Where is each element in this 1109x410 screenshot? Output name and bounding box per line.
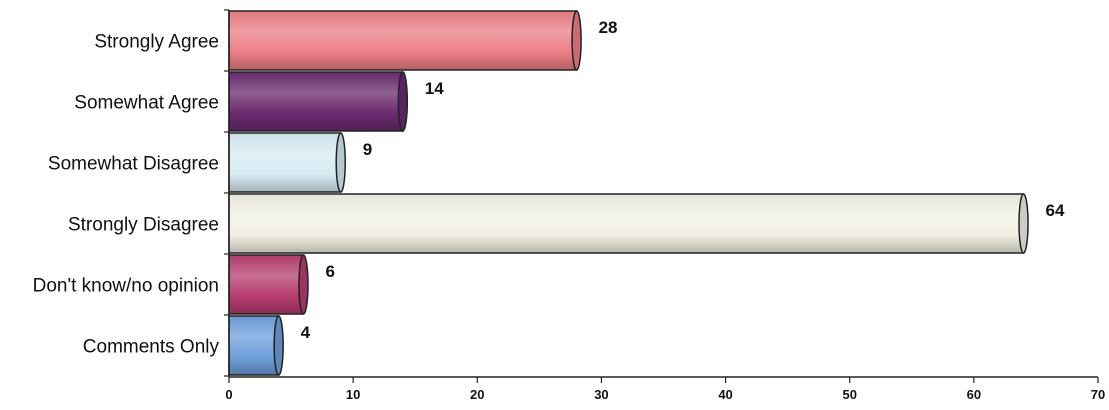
bars-group xyxy=(228,10,1029,376)
bar-somewhat-agree xyxy=(228,71,404,132)
x-tick-label: 60 xyxy=(967,387,981,402)
labels-group: Strongly Agree 28 Somewhat Agree 14 Somewhat… xyxy=(33,18,1065,358)
category-label-don-t-know-no-opinion: Don't know/no opinion xyxy=(33,276,219,297)
x-tick-label: 40 xyxy=(718,387,732,402)
category-label-strongly-disagree: Strongly Disagree xyxy=(68,215,219,236)
bar-cap-comments-only xyxy=(273,315,284,376)
value-label-don-t-know-no-opinion: 6 xyxy=(325,262,334,281)
bar-strongly-disagree xyxy=(228,193,1025,254)
category-label-somewhat-agree: Somewhat Agree xyxy=(74,93,219,114)
bar-comments-only xyxy=(228,315,280,376)
bar-cap-don-t-know-no-opinion xyxy=(298,254,309,315)
value-label-comments-only: 4 xyxy=(301,323,311,342)
bar-strongly-agree xyxy=(228,10,578,71)
category-label-strongly-agree: Strongly Agree xyxy=(94,32,219,53)
value-label-somewhat-disagree: 9 xyxy=(363,140,372,159)
category-label-comments-only: Comments Only xyxy=(83,337,220,358)
x-tick-label: 10 xyxy=(346,387,360,402)
x-tick-label: 30 xyxy=(594,387,608,402)
bar-cap-strongly-agree xyxy=(571,10,582,71)
x-tick-label: 50 xyxy=(842,387,856,402)
x-tick-label: 20 xyxy=(470,387,484,402)
axes-group: 0 10 20 30 40 50 60 70 xyxy=(224,9,1105,402)
bar-cap-somewhat-agree xyxy=(397,71,409,132)
category-label-somewhat-disagree: Somewhat Disagree xyxy=(48,154,219,175)
x-tick-label: 70 xyxy=(1091,387,1105,402)
bar-cap-somewhat-disagree xyxy=(335,132,346,193)
value-label-somewhat-agree: 14 xyxy=(425,79,444,98)
bar-somewhat-disagree xyxy=(228,132,342,193)
value-label-strongly-agree: 28 xyxy=(599,18,618,37)
bar-don-t-know-no-opinion xyxy=(228,254,305,315)
bar-cap-strongly-disagree xyxy=(1018,193,1029,254)
value-label-strongly-disagree: 64 xyxy=(1046,201,1065,220)
x-tick-label: 0 xyxy=(225,387,232,402)
